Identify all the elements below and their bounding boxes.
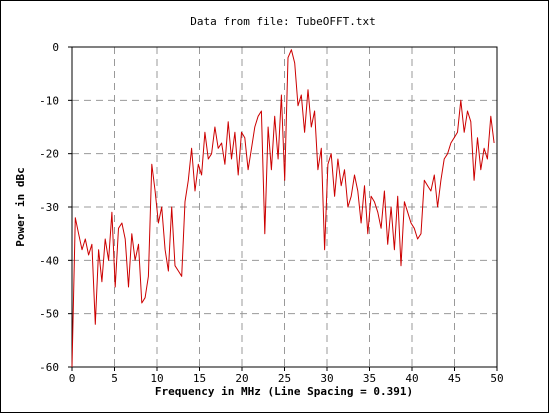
- y-tick-label: 0: [52, 41, 59, 54]
- y-tick-label: -60: [39, 361, 59, 374]
- grid-lines: [72, 47, 497, 367]
- x-tick-label: 25: [278, 372, 291, 385]
- y-axis-label: Power in dBc: [14, 167, 27, 246]
- x-tick-label: 45: [448, 372, 461, 385]
- y-tick-label: -30: [39, 201, 59, 214]
- y-tick-label: -10: [39, 94, 59, 107]
- series-line: [71, 49, 495, 368]
- x-tick-label: 5: [111, 372, 118, 385]
- y-tick-label: -50: [39, 308, 59, 321]
- y-tick-label: -40: [39, 254, 59, 267]
- series-layer: [71, 49, 495, 368]
- x-tick-label: 20: [235, 372, 248, 385]
- chart-title: Data from file: TubeOFFT.txt: [190, 15, 375, 28]
- x-tick-label: 50: [490, 372, 503, 385]
- x-tick-label: 30: [320, 372, 333, 385]
- x-axis-label: Frequency in MHz (Line Spacing = 0.391): [155, 385, 413, 398]
- x-tick-label: 40: [405, 372, 418, 385]
- axis-ticks: 0 5 10 15 20 25 30 35 40 45 50 0 -10 -20 -30 -40 -50 -60: [39, 41, 504, 385]
- x-tick-label: 10: [150, 372, 163, 385]
- x-tick-label: 0: [69, 372, 76, 385]
- y-tick-label: -20: [39, 148, 59, 161]
- x-tick-label: 35: [363, 372, 376, 385]
- x-tick-label: 15: [193, 372, 206, 385]
